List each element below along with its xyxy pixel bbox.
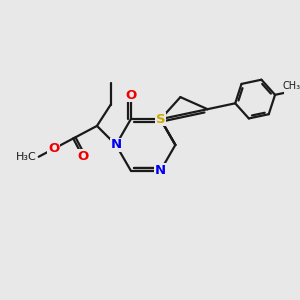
Text: N: N [155, 164, 166, 177]
Text: O: O [48, 142, 59, 155]
Text: S: S [156, 113, 165, 126]
Text: O: O [125, 88, 136, 102]
Text: O: O [77, 150, 88, 163]
Text: H₃C: H₃C [16, 152, 36, 162]
Text: N: N [110, 138, 122, 152]
Text: CH₃: CH₃ [283, 81, 300, 91]
